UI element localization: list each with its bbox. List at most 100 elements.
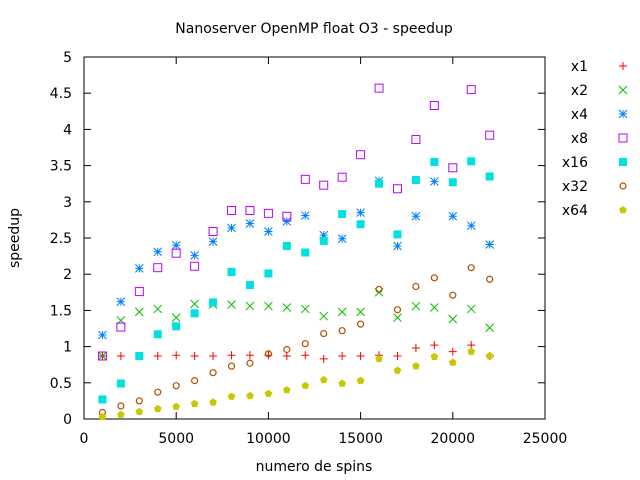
- point-x4: [227, 223, 236, 233]
- point-x16: [153, 330, 162, 339]
- point-x32: [338, 327, 346, 335]
- point-x16: [172, 322, 181, 331]
- point-x16: [338, 210, 347, 219]
- point-x4: [411, 211, 421, 221]
- point-x64: [449, 358, 457, 366]
- point-x16: [467, 157, 476, 166]
- point-x8: [466, 85, 476, 95]
- point-x1: [153, 352, 162, 361]
- x-tick-label: 5000: [158, 431, 194, 447]
- y-tick-label: 0: [63, 412, 72, 428]
- point-x32: [393, 306, 402, 314]
- y-tick-label: 1: [63, 340, 72, 356]
- y-axis-label: speedup: [7, 208, 23, 268]
- point-x1: [393, 352, 402, 361]
- point-x16: [209, 298, 218, 307]
- point-x32: [486, 275, 494, 283]
- point-x64: [356, 376, 365, 384]
- point-x1: [448, 347, 457, 356]
- point-x8: [134, 287, 144, 297]
- point-x64: [338, 379, 346, 387]
- point-x32: [264, 350, 272, 358]
- legend-label-x1: x1: [571, 59, 588, 75]
- series-x32: [98, 264, 494, 417]
- y-tick-label: 1.5: [50, 303, 72, 319]
- point-x8: [245, 205, 255, 215]
- point-x64: [393, 366, 402, 374]
- point-x4: [208, 237, 218, 246]
- point-x8: [116, 322, 126, 332]
- legend: x1 x2 x4 x8 x16 x32 x64: [562, 59, 628, 219]
- point-x16: [227, 268, 236, 277]
- x-tick-label: 10000: [246, 431, 291, 447]
- point-x32: [191, 377, 199, 385]
- point-x1: [319, 354, 328, 363]
- point-x32: [375, 285, 383, 294]
- point-x8: [356, 150, 366, 160]
- legend-label-x4: x4: [571, 107, 588, 123]
- point-x2: [448, 314, 458, 324]
- point-x4: [485, 240, 495, 249]
- point-x1: [190, 352, 199, 361]
- point-x1: [282, 352, 291, 361]
- point-x32: [467, 264, 475, 272]
- point-x1: [430, 341, 439, 350]
- point-x64: [319, 375, 328, 384]
- point-x64: [227, 392, 236, 400]
- point-x4: [98, 330, 107, 340]
- point-x16: [411, 176, 420, 185]
- data-points: [97, 83, 495, 421]
- y-tick-label: 0.5: [50, 376, 72, 392]
- point-x64: [430, 352, 439, 360]
- point-x64: [412, 362, 420, 370]
- point-x1: [301, 351, 310, 360]
- point-x32: [430, 274, 438, 282]
- series-x16: [98, 157, 494, 404]
- point-x4: [282, 216, 292, 226]
- legend-label-x32: x32: [562, 179, 588, 195]
- y-tick-label: 4.5: [50, 86, 72, 102]
- point-x32: [172, 382, 180, 390]
- point-x8: [319, 180, 329, 190]
- legend-marker-x8: [618, 133, 628, 143]
- point-x1: [209, 352, 218, 361]
- point-x64: [246, 391, 254, 400]
- point-x4: [448, 211, 458, 221]
- legend-label-x16: x16: [562, 155, 588, 171]
- point-x64: [264, 389, 273, 397]
- point-x8: [227, 205, 237, 215]
- point-x2: [430, 303, 439, 312]
- point-x8: [97, 351, 107, 361]
- point-x2: [393, 313, 402, 322]
- point-x64: [467, 347, 475, 355]
- y-tick-label: 5: [63, 50, 72, 66]
- point-x16: [282, 241, 291, 250]
- point-x2: [356, 307, 365, 317]
- x-tick-label: 15000: [338, 431, 383, 447]
- point-x2: [319, 311, 329, 321]
- plot-border: [83, 56, 546, 420]
- point-x2: [98, 351, 107, 361]
- point-x4: [171, 240, 181, 250]
- point-x16: [448, 178, 457, 187]
- series-x4: [98, 176, 495, 340]
- point-x32: [135, 397, 143, 405]
- chart-title: Nanoserver OpenMP float O3 - speedup: [175, 21, 453, 37]
- point-x8: [448, 163, 458, 173]
- point-x1: [172, 351, 181, 360]
- point-x16: [393, 230, 402, 239]
- point-x16: [98, 395, 107, 404]
- point-x16: [190, 309, 199, 318]
- point-x4: [466, 221, 476, 231]
- point-x4: [264, 227, 273, 236]
- point-x64: [172, 402, 180, 410]
- point-x8: [208, 226, 218, 236]
- series-x8: [97, 83, 495, 361]
- point-x16: [264, 269, 273, 278]
- point-x64: [283, 386, 291, 394]
- point-x64: [301, 381, 310, 389]
- point-x8: [153, 263, 163, 273]
- point-x16: [375, 179, 384, 188]
- y-tick-label: 4: [63, 122, 72, 138]
- point-x8: [411, 135, 421, 145]
